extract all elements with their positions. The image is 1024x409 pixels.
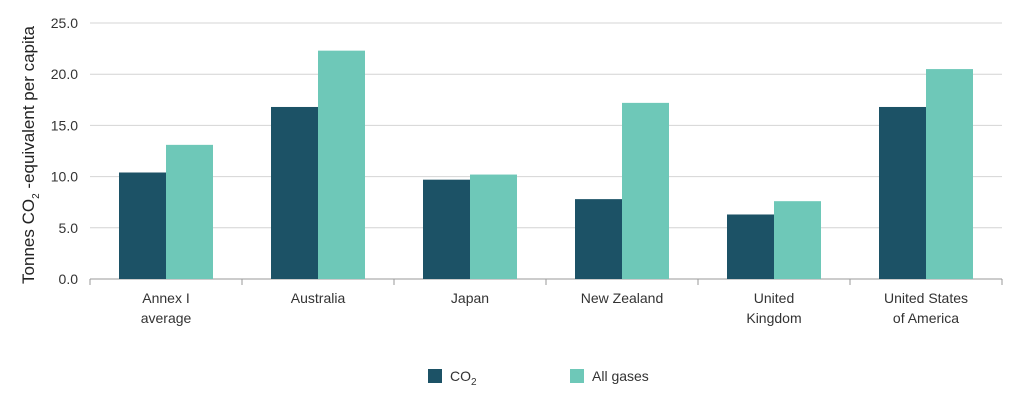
gridlines — [90, 22, 1002, 280]
bar-all-gases — [622, 102, 669, 279]
y-axis-ticks: 0.0 5.0 10.0 15.0 20.0 25.0 — [51, 15, 78, 287]
legend-swatch-co2 — [428, 369, 442, 383]
y-tick-label: 20.0 — [51, 66, 78, 82]
y-tick-label: 5.0 — [59, 220, 79, 236]
y-tick-label: 15.0 — [51, 117, 78, 133]
y-tick-label: 10.0 — [51, 169, 78, 185]
y-axis-title-text: Tonnes CO2 -equivalent per capita — [19, 26, 42, 284]
bar-all-gases — [318, 50, 365, 280]
x-tick-label: Japan — [451, 290, 489, 306]
bar-all-gases — [470, 174, 517, 279]
x-tick-label: United States of America — [884, 290, 968, 326]
bar-all-gases — [926, 69, 973, 279]
x-tick-label: United Kingdom — [746, 290, 801, 326]
legend-swatch-all-gases — [570, 369, 584, 383]
bars — [119, 50, 973, 280]
y-axis-title: Tonnes CO2 -equivalent per capita — [19, 26, 42, 284]
bar-all-gases — [166, 144, 213, 279]
bar-co2 — [575, 199, 622, 279]
bar-co2 — [879, 106, 926, 279]
bar-all-gases — [774, 201, 821, 279]
y-tick-label: 25.0 — [51, 15, 78, 31]
legend-label-co2: CO2 — [450, 368, 477, 388]
legend-label-all-gases: All gases — [592, 368, 649, 384]
x-tick-label: Australia — [291, 290, 346, 306]
legend: CO2 All gases — [428, 368, 649, 388]
x-tick-label: New Zealand — [581, 290, 664, 306]
bar-co2 — [119, 172, 166, 279]
bar-co2 — [423, 179, 470, 279]
y-tick-label: 0.0 — [59, 271, 79, 287]
bar-co2 — [727, 214, 774, 279]
bar-co2 — [271, 106, 318, 279]
